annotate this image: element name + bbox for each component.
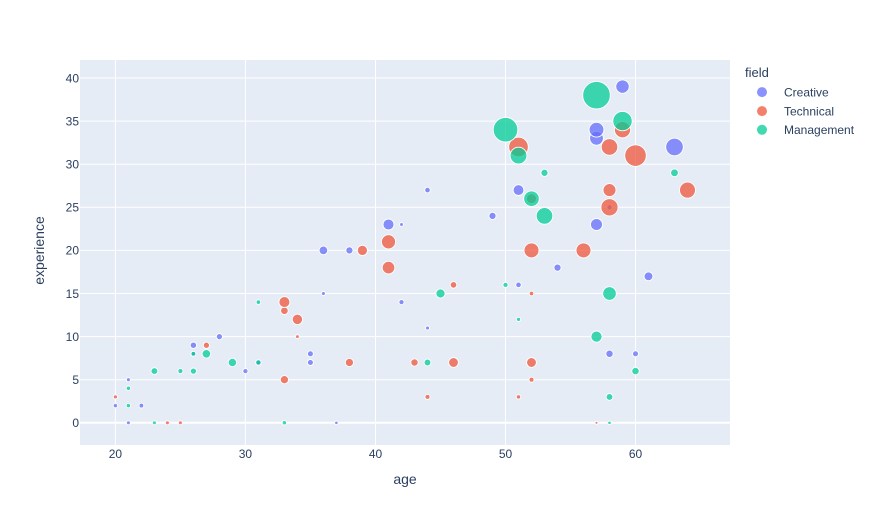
svg-text:Technical: Technical [784, 104, 834, 118]
svg-text:0: 0 [72, 416, 79, 430]
svg-text:15: 15 [66, 287, 80, 301]
svg-text:40: 40 [66, 71, 80, 85]
svg-text:35: 35 [66, 114, 80, 128]
svg-text:25: 25 [66, 201, 80, 215]
svg-text:field: field [745, 65, 769, 80]
svg-text:30: 30 [239, 447, 253, 461]
svg-text:experience: experience [31, 216, 47, 285]
svg-text:Management: Management [784, 123, 855, 137]
svg-text:30: 30 [66, 158, 80, 172]
svg-text:50: 50 [499, 447, 513, 461]
svg-text:age: age [393, 471, 417, 487]
svg-text:20: 20 [66, 244, 80, 258]
svg-text:20: 20 [109, 447, 123, 461]
svg-text:10: 10 [66, 330, 80, 344]
svg-text:40: 40 [369, 447, 383, 461]
svg-text:60: 60 [629, 447, 643, 461]
svg-text:Creative: Creative [784, 85, 829, 99]
svg-text:5: 5 [72, 373, 79, 387]
